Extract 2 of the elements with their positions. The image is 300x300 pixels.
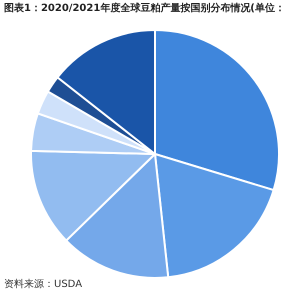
chart-title: 图表1：2020/2021年度全球豆粕产量按国别分布情况(单位： <box>3 1 286 16</box>
text: 资料来源：USDA <box>3 279 84 291</box>
